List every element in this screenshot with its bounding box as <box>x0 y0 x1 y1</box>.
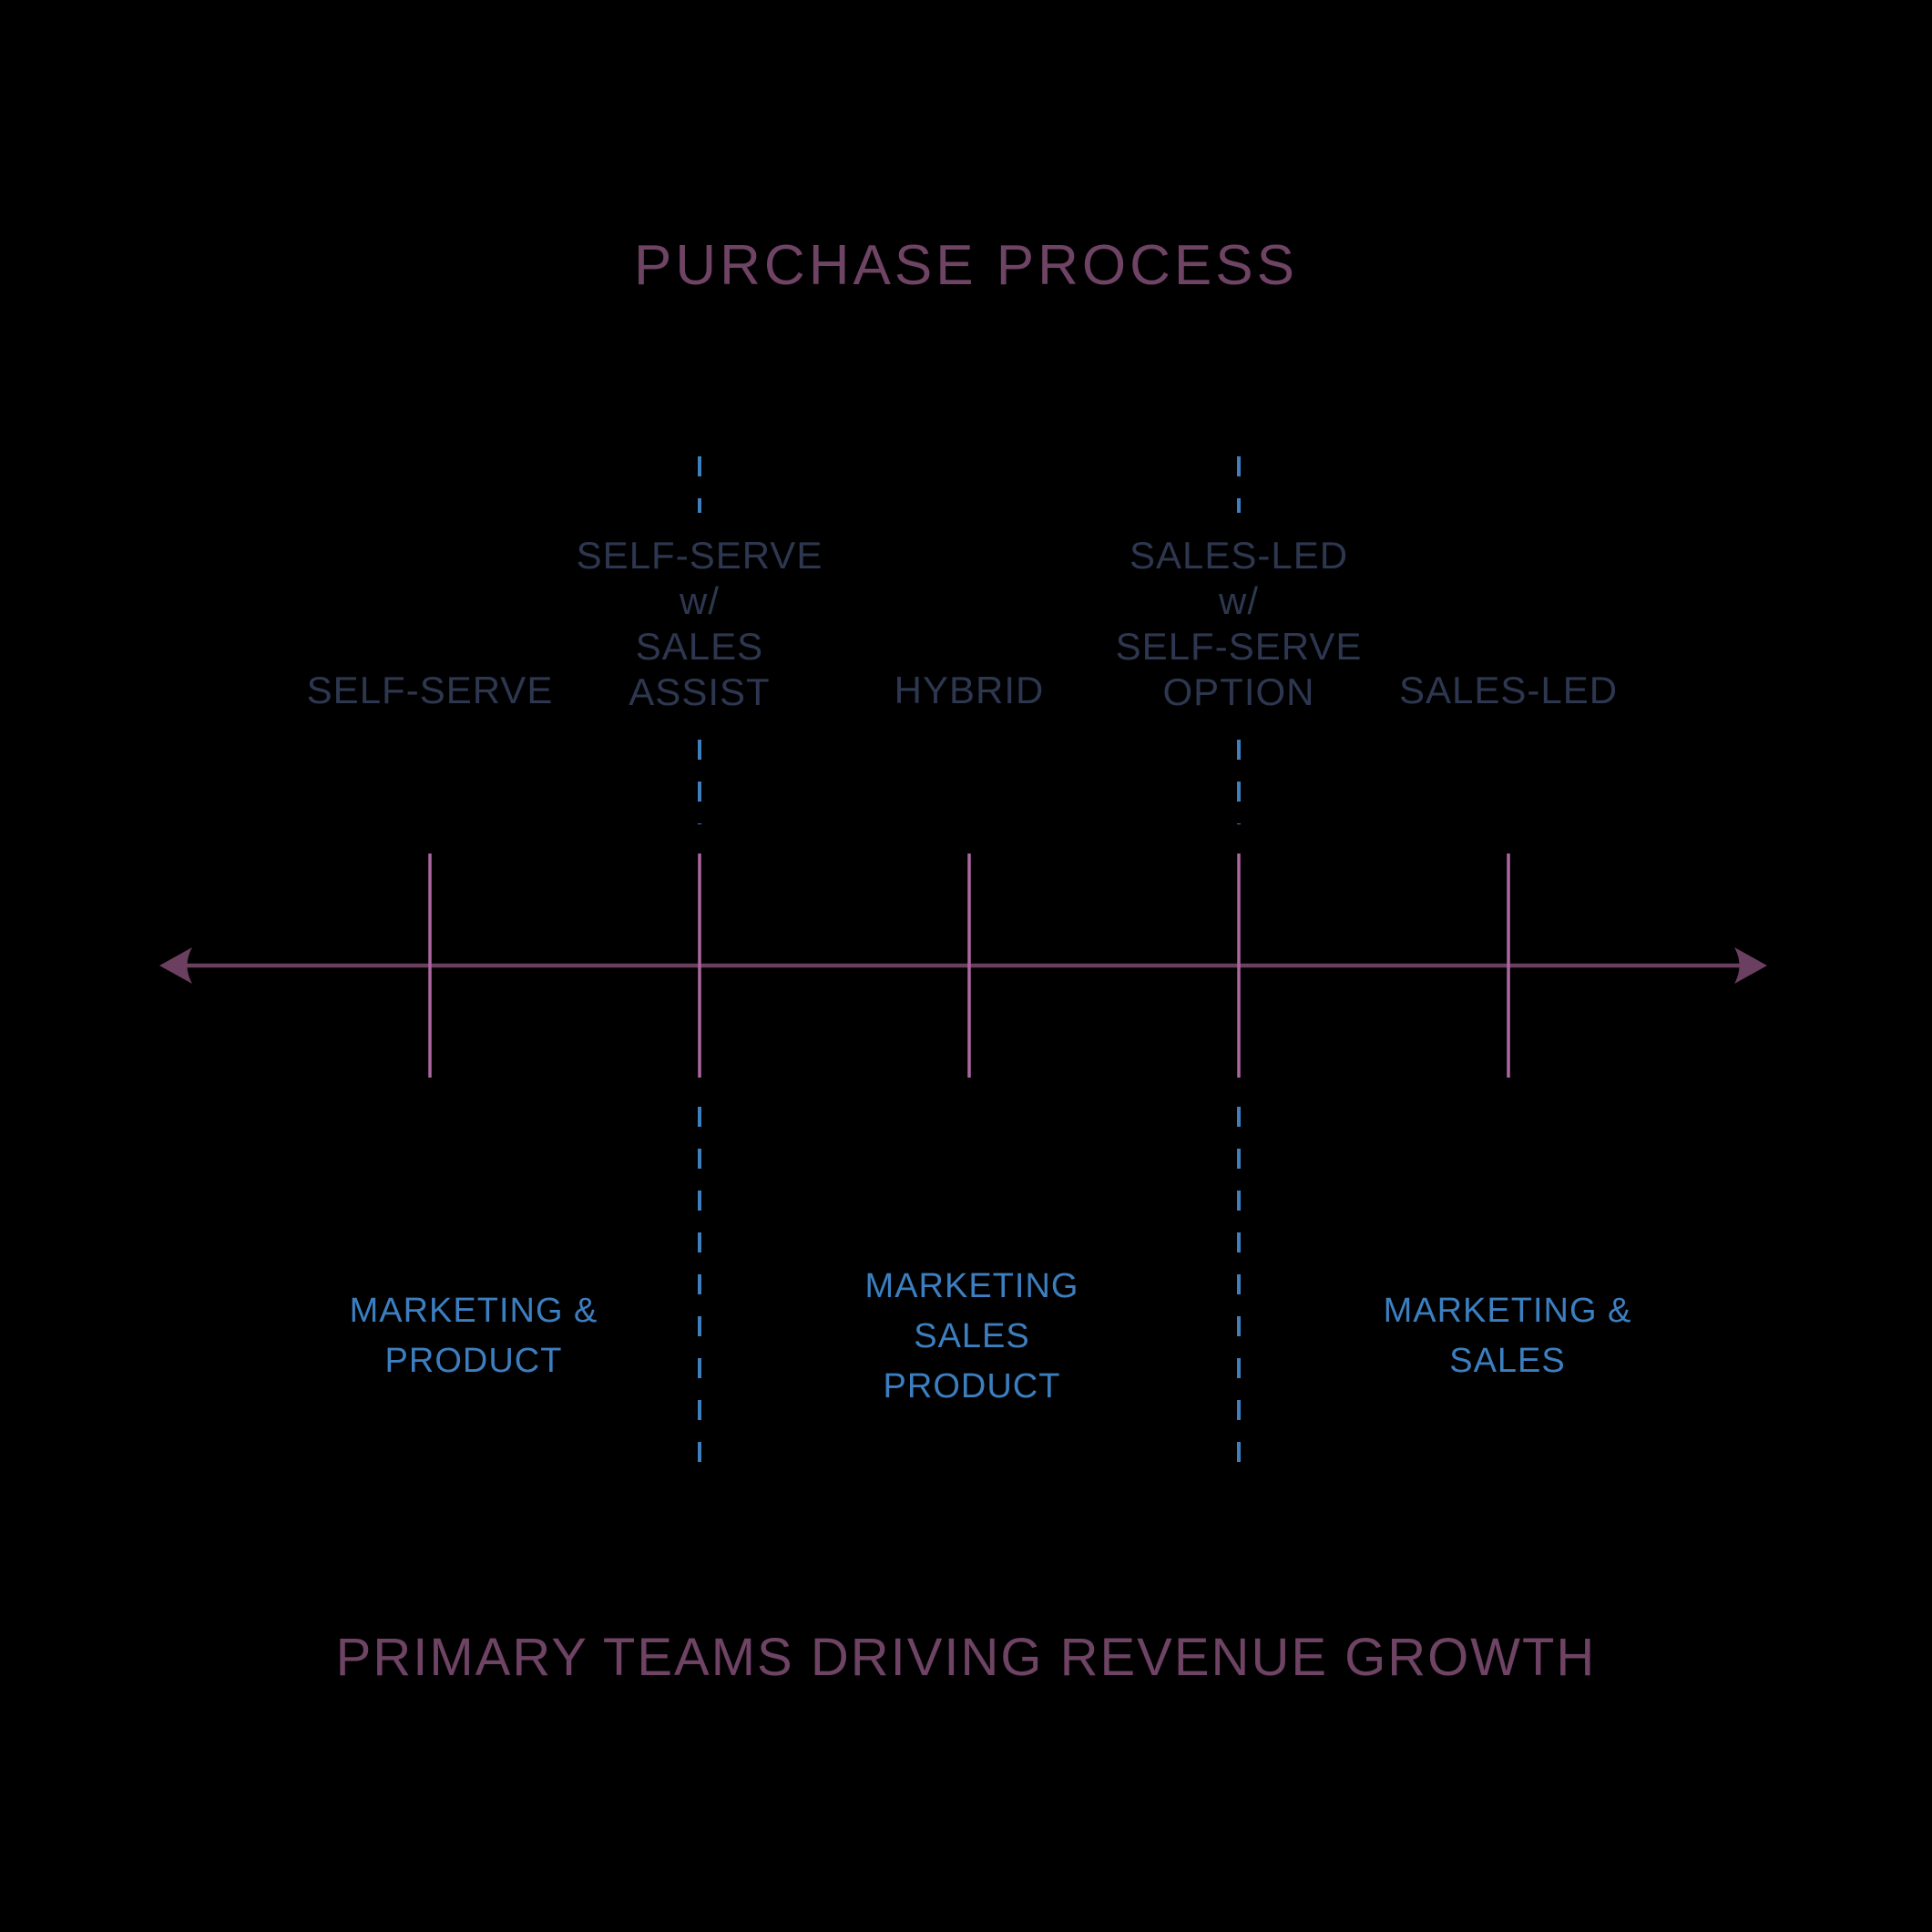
category-label-sales-led: SALES-LED <box>1398 669 1619 711</box>
axis-ticks <box>428 854 1510 1078</box>
category-label-sales-led-self-serve-option: SALES-LED w/ SELF-SERVE OPTION <box>1115 534 1363 713</box>
team-label-marketing-sales-product: MARKETING SALES PRODUCT <box>864 1267 1079 1406</box>
team-label-marketing-sales: MARKETING & SALES <box>1383 1292 1632 1380</box>
right-arrowhead-icon <box>1734 947 1767 984</box>
category-label-self-serve-sales-assist: SELF-SERVE w/ SALES ASSIST <box>576 534 823 713</box>
bottom-title: PRIMARY TEAMS DRIVING REVENUE GROWTH <box>335 1628 1597 1687</box>
team-label-marketing-product: MARKETING & PRODUCT <box>349 1292 598 1380</box>
page-title: PURCHASE PROCESS <box>634 234 1298 297</box>
category-label-hybrid: HYBRID <box>894 669 1045 711</box>
category-label-self-serve: SELF-SERVE <box>306 669 554 711</box>
left-arrowhead-icon <box>159 947 192 984</box>
